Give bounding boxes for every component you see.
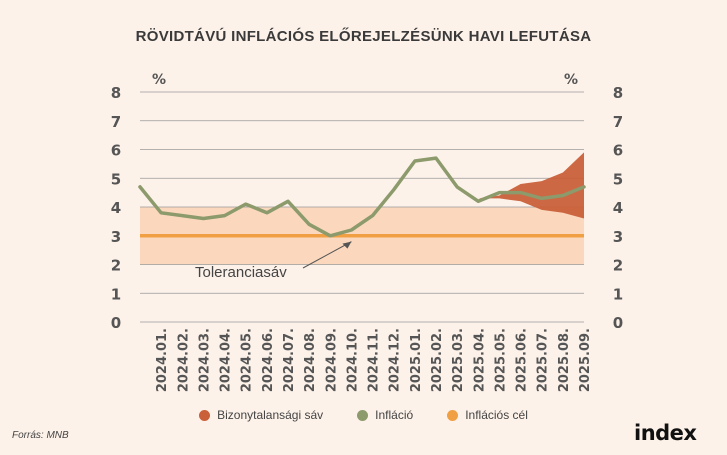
legend-label-inflation: Infláció — [375, 408, 414, 422]
annotation-arrowhead — [342, 241, 352, 249]
y-tick-left: 4 — [111, 199, 121, 217]
legend-item-band: Bizonytalansági sáv — [199, 408, 323, 422]
y-tick-left: 0 — [111, 314, 121, 332]
x-tick-label: 2025.07. — [536, 328, 551, 392]
y-tick-left: 7 — [111, 113, 121, 131]
legend: Bizonytalansági sáv Infláció Inflációs c… — [0, 408, 727, 422]
y-unit-right: % — [564, 72, 578, 88]
chart-title: RÖVIDTÁVÚ INFLÁCIÓS ELŐREJELZÉSÜNK HAVI … — [135, 28, 592, 45]
legend-swatch-target — [447, 409, 459, 421]
y-tick-left: 6 — [111, 142, 121, 160]
x-tick-label: 2024.12. — [388, 328, 403, 392]
x-tick-label: 2024.09. — [324, 328, 339, 392]
legend-swatch-band — [199, 409, 211, 421]
y-tick-right: 7 — [613, 113, 623, 131]
x-tick-label: 2025.08. — [557, 328, 572, 392]
x-tick-label: 2024.04. — [219, 328, 234, 392]
x-tick-label: 2024.07. — [282, 328, 297, 392]
y-unit-left: % — [152, 72, 166, 88]
annotation-arrow-line — [302, 241, 352, 269]
annotation-label: Toleranciasáv — [195, 264, 287, 281]
x-tick-label: 2024.02. — [176, 328, 191, 392]
x-tick-label: 2025.05. — [493, 328, 508, 392]
legend-swatch-inflation — [357, 409, 369, 421]
y-tick-left: 5 — [111, 170, 121, 188]
legend-item-inflation: Infláció — [357, 408, 413, 422]
x-tick-label: 2025.03. — [451, 328, 466, 392]
x-tick-label: 2024.06. — [261, 328, 276, 392]
y-tick-left: 8 — [111, 84, 121, 102]
y-tick-right: 3 — [613, 228, 623, 246]
y-tick-right: 5 — [613, 170, 623, 188]
legend-label-band: Bizonytalansági sáv — [217, 408, 324, 422]
source-note: Forrás: MNB — [12, 430, 69, 441]
legend-label-target: Inflációs cél — [465, 408, 528, 422]
y-tick-right: 0 — [613, 314, 623, 332]
y-tick-right: 2 — [613, 257, 623, 275]
x-tick-label: 2024.05. — [240, 328, 255, 392]
legend-item-target: Inflációs cél — [447, 408, 528, 422]
x-tick-label: 2024.01. — [155, 328, 170, 392]
x-tick-label: 2025.02. — [430, 328, 445, 392]
x-tick-label: 2024.10. — [345, 328, 360, 392]
x-tick-label: 2024.11. — [367, 328, 382, 392]
y-tick-left: 2 — [111, 257, 121, 275]
y-tick-right: 4 — [613, 199, 623, 217]
index-logo: index — [634, 421, 697, 445]
y-tick-left: 3 — [111, 228, 121, 246]
x-tick-label: 2025.09. — [578, 328, 593, 392]
y-tick-left: 1 — [111, 285, 121, 303]
y-tick-right: 1 — [613, 285, 623, 303]
x-tick-label: 2025.04. — [472, 328, 487, 392]
y-tick-right: 8 — [613, 84, 623, 102]
x-tick-label: 2024.03. — [197, 328, 212, 392]
inflation-line — [138, 156, 586, 238]
x-tick-label: 2025.06. — [515, 328, 530, 392]
y-tick-right: 6 — [613, 142, 623, 160]
x-tick-label: 2024.08. — [303, 328, 318, 392]
uncertainty-band — [478, 152, 584, 219]
x-tick-label: 2025.01. — [409, 328, 424, 392]
